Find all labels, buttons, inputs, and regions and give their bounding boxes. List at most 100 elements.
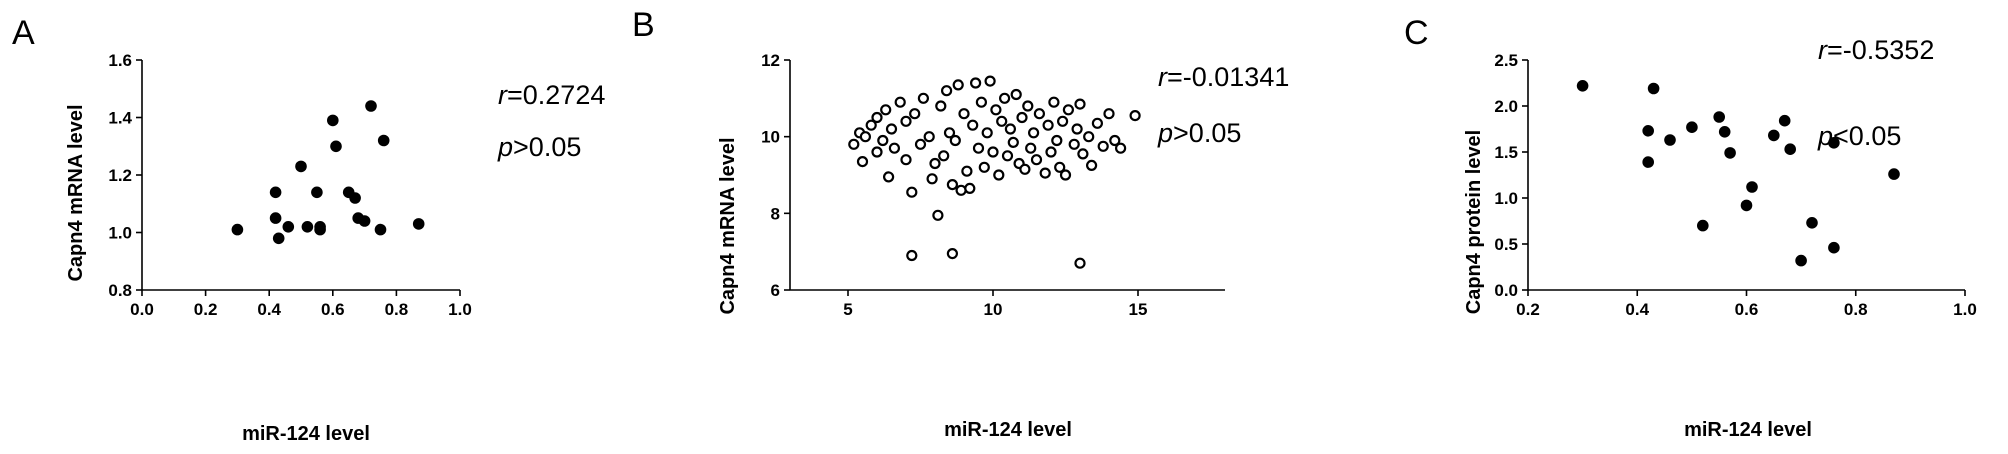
x-tick-label: 0.4 xyxy=(257,300,281,319)
x-axis-title: miR-124 level xyxy=(944,419,1072,441)
y-tick-label: 12 xyxy=(761,51,780,70)
panel-letter: A xyxy=(12,14,35,52)
data-point xyxy=(952,79,964,91)
scatter-panel-a: A miR-124 level Capn4 mRNA level r=0.272… xyxy=(12,14,605,445)
data-point xyxy=(1746,181,1758,193)
x-tick-label: 1.0 xyxy=(448,300,472,319)
data-point xyxy=(1642,125,1654,137)
data-point xyxy=(1051,134,1063,147)
data-point xyxy=(1888,168,1900,180)
data-point xyxy=(987,146,999,158)
p-symbol: p xyxy=(1157,118,1173,148)
x-tick-label: 0.0 xyxy=(130,300,154,319)
axes: 0.2 0.4 0.6 0.8 1.0 0.0 0.5 1.0 1.5 2.0 2.5 xyxy=(1494,51,1976,319)
data-point xyxy=(885,123,898,135)
data-point xyxy=(998,92,1011,104)
data-point xyxy=(859,131,872,143)
data-point xyxy=(1019,163,1031,175)
data-point xyxy=(1828,137,1840,149)
data-point xyxy=(972,142,985,154)
x-tick-label: 0.2 xyxy=(194,300,218,319)
data-point xyxy=(1074,98,1086,110)
r-value: =-0.01341 xyxy=(1167,62,1289,92)
data-point xyxy=(1059,169,1072,181)
r-value: =0.2724 xyxy=(507,80,605,110)
data-point xyxy=(358,215,371,227)
data-point xyxy=(1718,126,1731,138)
data-point xyxy=(1056,115,1069,127)
data-point xyxy=(1033,108,1046,120)
data-point xyxy=(929,157,941,170)
r-statistic: r=-0.01341 xyxy=(1158,62,1289,92)
x-axis-title: miR-124 level xyxy=(242,423,370,445)
data-point xyxy=(940,85,953,97)
axes: 0.0 0.2 0.4 0.6 0.8 1.0 0.8 1.0 1.2 1.4 1.6 xyxy=(108,51,471,319)
data-point xyxy=(949,134,961,147)
data-point xyxy=(1027,127,1040,139)
r-statistic: r=0.2724 xyxy=(498,80,605,110)
r-symbol: r xyxy=(1818,35,1828,65)
data-point xyxy=(967,119,979,131)
y-tick-label: 2.0 xyxy=(1494,97,1518,116)
data-point xyxy=(923,131,935,143)
data-point xyxy=(1740,199,1753,212)
y-axis-title: Capn4 mRNA level xyxy=(65,104,87,281)
data-point xyxy=(1030,154,1043,166)
data-point xyxy=(871,111,883,124)
y-axis-title: Capn4 mRNA level xyxy=(717,137,739,314)
y-tick-label: 1.6 xyxy=(108,51,132,70)
data-point xyxy=(1068,138,1080,150)
data-point xyxy=(1054,161,1066,173)
data-point xyxy=(1083,131,1095,143)
data-point xyxy=(917,92,930,104)
r-symbol: r xyxy=(498,80,508,110)
data-point xyxy=(1001,150,1014,162)
p-symbol: p xyxy=(497,132,513,162)
data-point xyxy=(984,75,996,87)
data-point xyxy=(856,156,869,168)
data-point xyxy=(314,223,326,236)
y-tick-label: 1.0 xyxy=(1494,189,1518,208)
data-point xyxy=(938,150,950,162)
x-tick-label: 5 xyxy=(843,300,852,319)
p-value: >0.05 xyxy=(1173,118,1241,148)
x-tick-label: 0.2 xyxy=(1516,300,1540,319)
y-tick-label: 0.5 xyxy=(1494,235,1518,254)
r-statistic: r=-0.5352 xyxy=(1818,35,1934,65)
data-point xyxy=(1784,143,1796,155)
panel-letter: C xyxy=(1404,14,1429,52)
p-statistic: p>0.05 xyxy=(1157,118,1241,148)
data-point xyxy=(1664,134,1676,146)
data-point xyxy=(865,119,877,131)
data-point xyxy=(880,104,892,116)
p-value: <0.05 xyxy=(1833,121,1901,151)
data-point xyxy=(1768,129,1780,142)
data-point xyxy=(932,209,944,221)
data-point xyxy=(1806,217,1818,229)
y-tick-label: 1.0 xyxy=(108,224,132,243)
y-tick-label: 0.8 xyxy=(108,281,132,300)
data-point xyxy=(1129,109,1141,122)
x-tick-label: 0.6 xyxy=(321,300,345,319)
data-point xyxy=(231,223,244,236)
p-value: >0.05 xyxy=(513,132,581,162)
y-tick-label: 1.4 xyxy=(108,109,132,128)
y-tick-label: 10 xyxy=(761,128,780,147)
data-point xyxy=(1022,100,1034,112)
data-point xyxy=(269,186,282,199)
data-point xyxy=(1042,119,1054,131)
data-points xyxy=(848,75,1141,269)
x-tick-label: 15 xyxy=(1129,300,1148,319)
scatter-panel-c: C miR-124 level Capn4 protein level r=-0… xyxy=(1404,14,1977,441)
x-axis-title: miR-124 level xyxy=(1684,419,1812,441)
data-point xyxy=(969,77,982,89)
x-tick-label: 0.8 xyxy=(1844,300,1868,319)
data-point xyxy=(926,173,938,185)
data-point xyxy=(1039,167,1051,179)
data-point xyxy=(1576,80,1589,92)
data-point xyxy=(1007,136,1019,148)
data-point xyxy=(1828,241,1840,254)
data-point xyxy=(330,140,342,153)
r-value: =-0.5352 xyxy=(1827,35,1934,65)
